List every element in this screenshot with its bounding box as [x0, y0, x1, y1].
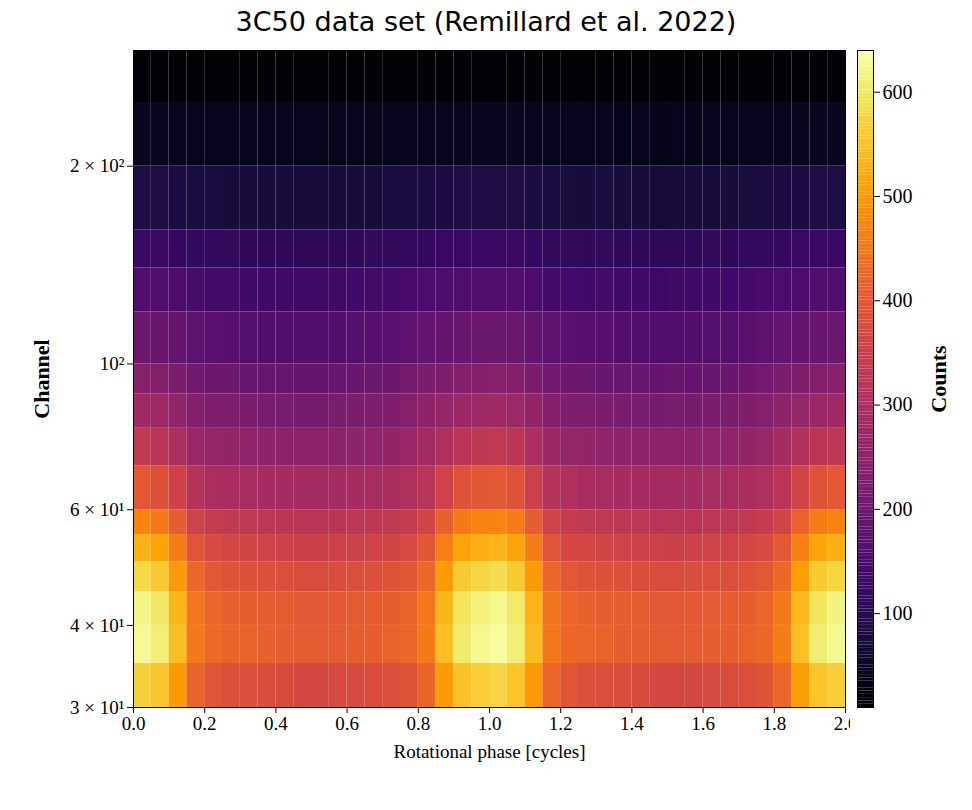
- html-text:3C50 data set (Remillard et al: 3C50 data set (Remillard et al. 2022): [235, 6, 737, 37]
- svg-text:0.6: 0.6: [335, 713, 359, 734]
- svg-text:4 × 10¹: 4 × 10¹: [70, 614, 125, 635]
- svg-text:0.0: 0.0: [122, 713, 146, 734]
- svg-text:300: 300: [883, 393, 913, 415]
- svg-text:0.8: 0.8: [406, 713, 430, 734]
- svg-text:100: 100: [883, 602, 913, 624]
- svg-text:Channel: Channel: [29, 339, 54, 418]
- svg-text:2 × 10²: 2 × 10²: [70, 155, 125, 176]
- svg-text:600: 600: [883, 81, 913, 103]
- svg-text:10²: 10²: [100, 353, 125, 374]
- svg-text:1.4: 1.4: [620, 713, 644, 734]
- svg-text:0.2: 0.2: [193, 713, 217, 734]
- svg-text:400: 400: [883, 289, 913, 311]
- svg-text:Rotational phase [cycles]: Rotational phase [cycles]: [393, 741, 585, 762]
- svg-text:1.6: 1.6: [691, 713, 715, 734]
- svg-text:1.2: 1.2: [549, 713, 573, 734]
- svg-text:3 × 10¹: 3 × 10¹: [70, 697, 125, 718]
- svg-text:500: 500: [883, 185, 913, 207]
- svg-text:1.8: 1.8: [762, 713, 786, 734]
- svg-text:6 × 10¹: 6 × 10¹: [70, 499, 125, 520]
- svg-text:0.4: 0.4: [264, 713, 288, 734]
- svg-text:Counts: Counts: [926, 345, 951, 413]
- svg-text:2.0: 2.0: [833, 713, 858, 734]
- svg-text:200: 200: [883, 498, 913, 520]
- svg-text:1.0: 1.0: [478, 713, 502, 734]
